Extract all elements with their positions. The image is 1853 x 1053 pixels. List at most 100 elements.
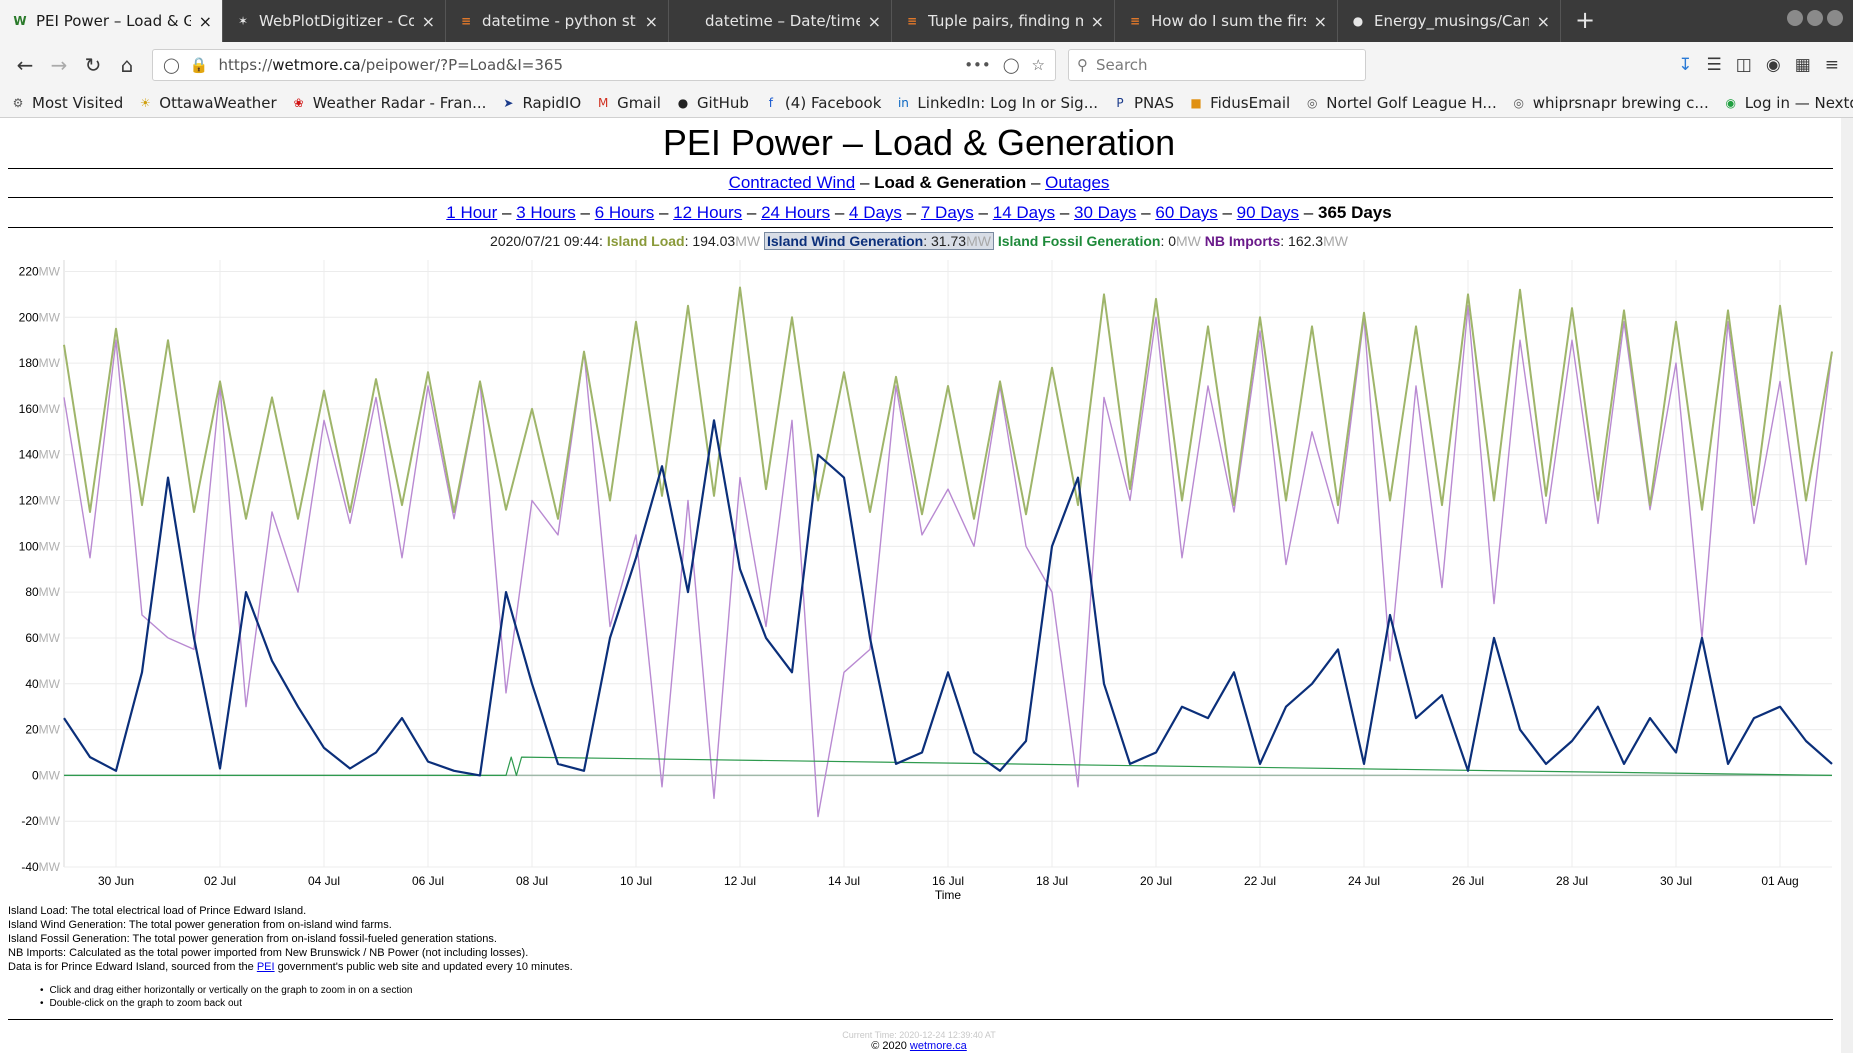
range-link[interactable]: 14 Days: [992, 203, 1056, 222]
bookmark-item[interactable]: in LinkedIn: Log In or Sig...: [895, 94, 1098, 112]
range-link[interactable]: 3 Hours: [516, 203, 576, 222]
search-input[interactable]: ⚲ Search: [1068, 49, 1366, 81]
nav-separator: –: [834, 203, 845, 222]
more-actions-icon[interactable]: •••: [964, 56, 991, 74]
close-tab-icon[interactable]: ×: [867, 11, 881, 31]
nav-separator: –: [1030, 173, 1041, 192]
minimize-button[interactable]: [1787, 10, 1803, 26]
range-link[interactable]: 30 Days: [1074, 203, 1137, 222]
reload-button[interactable]: ↻: [76, 48, 110, 82]
legend-load-value: 194.03: [692, 233, 736, 249]
new-tab-button[interactable]: +: [1575, 6, 1596, 34]
download-icon[interactable]: ↧: [1678, 55, 1693, 75]
back-button[interactable]: ←: [8, 48, 42, 82]
range-link[interactable]: 90 Days: [1236, 203, 1300, 222]
bookmark-item[interactable]: ■ FidusEmail: [1188, 94, 1290, 112]
globe-icon: ◎: [1306, 95, 1318, 110]
close-tab-icon[interactable]: ×: [198, 11, 212, 31]
legend-imports-label: NB Imports: [1204, 233, 1281, 249]
menu-icon[interactable]: ≡: [1824, 55, 1839, 75]
tab-title: datetime – Date/time value: [705, 12, 860, 30]
range-link[interactable]: 24 Hours: [761, 203, 831, 222]
bookmark-label: OttawaWeather: [159, 93, 277, 112]
maximize-button[interactable]: [1807, 10, 1823, 26]
browser-tab[interactable]: ≡ How do I sum the first va ×: [1115, 0, 1338, 42]
bookmark-item[interactable]: ◎ Nortel Golf League H...: [1304, 94, 1497, 112]
x-tick-label: 16 Jul: [932, 874, 964, 888]
x-tick-label: 10 Jul: [620, 874, 652, 888]
facebook-icon: f: [768, 95, 774, 110]
browser-tab[interactable]: ≡ datetime - python strftin ×: [446, 0, 669, 42]
range-link[interactable]: 7 Days: [920, 203, 974, 222]
close-window-button[interactable]: [1827, 10, 1843, 26]
nav-separator: –: [1303, 203, 1314, 222]
extensions-icon[interactable]: ▦: [1794, 55, 1811, 75]
search-placeholder: Search: [1096, 56, 1148, 74]
bookmark-item[interactable]: f (4) Facebook: [763, 94, 882, 112]
usage-tips: Click and drag either horizontally or ve…: [40, 984, 413, 1010]
divider: [8, 168, 1833, 169]
browser-tab[interactable]: ✶ WebPlotDigitizer - Copyr ×: [223, 0, 446, 42]
nav-separator: –: [502, 203, 512, 222]
sidebar-icon[interactable]: ◫: [1735, 55, 1752, 75]
bookmark-star-icon[interactable]: ☆: [1031, 56, 1045, 74]
pnas-icon: P: [1116, 95, 1124, 110]
y-tick-label: 40MW: [25, 677, 60, 691]
navigation-toolbar: ← → ↻ ⌂ ◯ 🔒 https://wetmore.ca/peipower/…: [0, 42, 1853, 88]
bookmark-item[interactable]: ☀ OttawaWeather: [137, 93, 277, 112]
browser-tab[interactable]: datetime – Date/time value ×: [669, 0, 892, 42]
close-tab-icon[interactable]: ×: [1313, 11, 1327, 31]
home-button[interactable]: ⌂: [110, 48, 144, 82]
x-axis-label: Time: [935, 888, 962, 902]
tab-strip: W PEI Power – Load & Gene × ✶ WebPlotDigitiz…: [0, 0, 1561, 42]
y-tick-label: 0MW: [32, 768, 61, 782]
bookmark-item[interactable]: ● GitHub: [675, 94, 749, 112]
arrow-right-icon: →: [50, 53, 68, 77]
browser-tab[interactable]: W PEI Power – Load & Gene ×: [0, 0, 223, 42]
page-content: PEI Power – Load & Generation Contracted…: [0, 118, 1853, 1053]
bookmark-item[interactable]: ⚙ Most Visited: [10, 94, 124, 112]
page-title: PEI Power – Load & Generation: [662, 122, 1176, 163]
scrollbar[interactable]: [1841, 118, 1853, 1053]
nav-separator: –: [746, 203, 757, 222]
outages-link[interactable]: Outages: [1045, 173, 1110, 192]
forward-button[interactable]: →: [42, 48, 76, 82]
close-tab-icon[interactable]: ×: [1536, 11, 1550, 31]
range-link[interactable]: 60 Days: [1155, 203, 1218, 222]
browser-tab[interactable]: ≡ Tuple pairs, finding minin ×: [892, 0, 1115, 42]
account-icon[interactable]: ◉: [1765, 55, 1781, 75]
site-link[interactable]: wetmore.ca: [909, 1040, 967, 1052]
url-path: /peipower/?P=Load&I=365: [360, 56, 563, 74]
x-tick-label: 08 Jul: [516, 874, 548, 888]
range-link[interactable]: 1 Hour: [446, 203, 498, 222]
stackoverflow-icon: ≡: [1129, 14, 1141, 28]
range-link[interactable]: 6 Hours: [594, 203, 655, 222]
footer-copyright: © 2020 wetmore.ca: [0, 1040, 1838, 1052]
range-link[interactable]: 12 Hours: [673, 203, 743, 222]
bookmark-label: GitHub: [696, 93, 749, 112]
bookmark-item[interactable]: ❀ Weather Radar - Fran...: [291, 94, 487, 112]
shield-icon: ◯: [163, 56, 180, 74]
bookmark-item[interactable]: ◉ Log in — Nextdoor: [1723, 94, 1853, 112]
close-tab-icon[interactable]: ×: [1090, 11, 1104, 31]
tab-title: datetime - python strftin: [482, 12, 637, 30]
wordpress-icon: W: [13, 14, 27, 28]
bookmark-item[interactable]: ➤ RapidIO: [500, 94, 581, 112]
close-tab-icon[interactable]: ×: [644, 11, 658, 31]
contracted-wind-link[interactable]: Contracted Wind: [728, 173, 856, 192]
y-tick-label: 100MW: [19, 539, 61, 553]
range-link[interactable]: 4 Days: [849, 203, 902, 222]
bookmark-item[interactable]: M Gmail: [595, 94, 661, 112]
power-chart[interactable]: -40MW -20MW 0MW 20MW 40MW 60MW 80MW 100MW 120MW 1…: [0, 250, 1853, 910]
pocket-icon[interactable]: ◯: [1002, 56, 1020, 74]
library-icon[interactable]: ☰: [1706, 55, 1722, 75]
bookmark-label: whiprsnapr brewing c...: [1532, 93, 1709, 112]
url-bar[interactable]: ◯ 🔒 https://wetmore.ca/peipower/?P=Load&…: [152, 49, 1056, 81]
pei-link[interactable]: PEI: [256, 961, 275, 973]
legend-unit: MW: [1323, 233, 1348, 249]
bookmark-item[interactable]: P PNAS: [1112, 94, 1174, 112]
bookmarks-list: ⚙ Most Visited ☀ OttawaWeather ❀ Weather Rada…: [10, 94, 1853, 112]
close-tab-icon[interactable]: ×: [421, 11, 435, 31]
bookmark-item[interactable]: ◎ whiprsnapr brewing c...: [1511, 93, 1709, 112]
browser-tab[interactable]: ● Energy_musings/Canada ×: [1338, 0, 1561, 42]
